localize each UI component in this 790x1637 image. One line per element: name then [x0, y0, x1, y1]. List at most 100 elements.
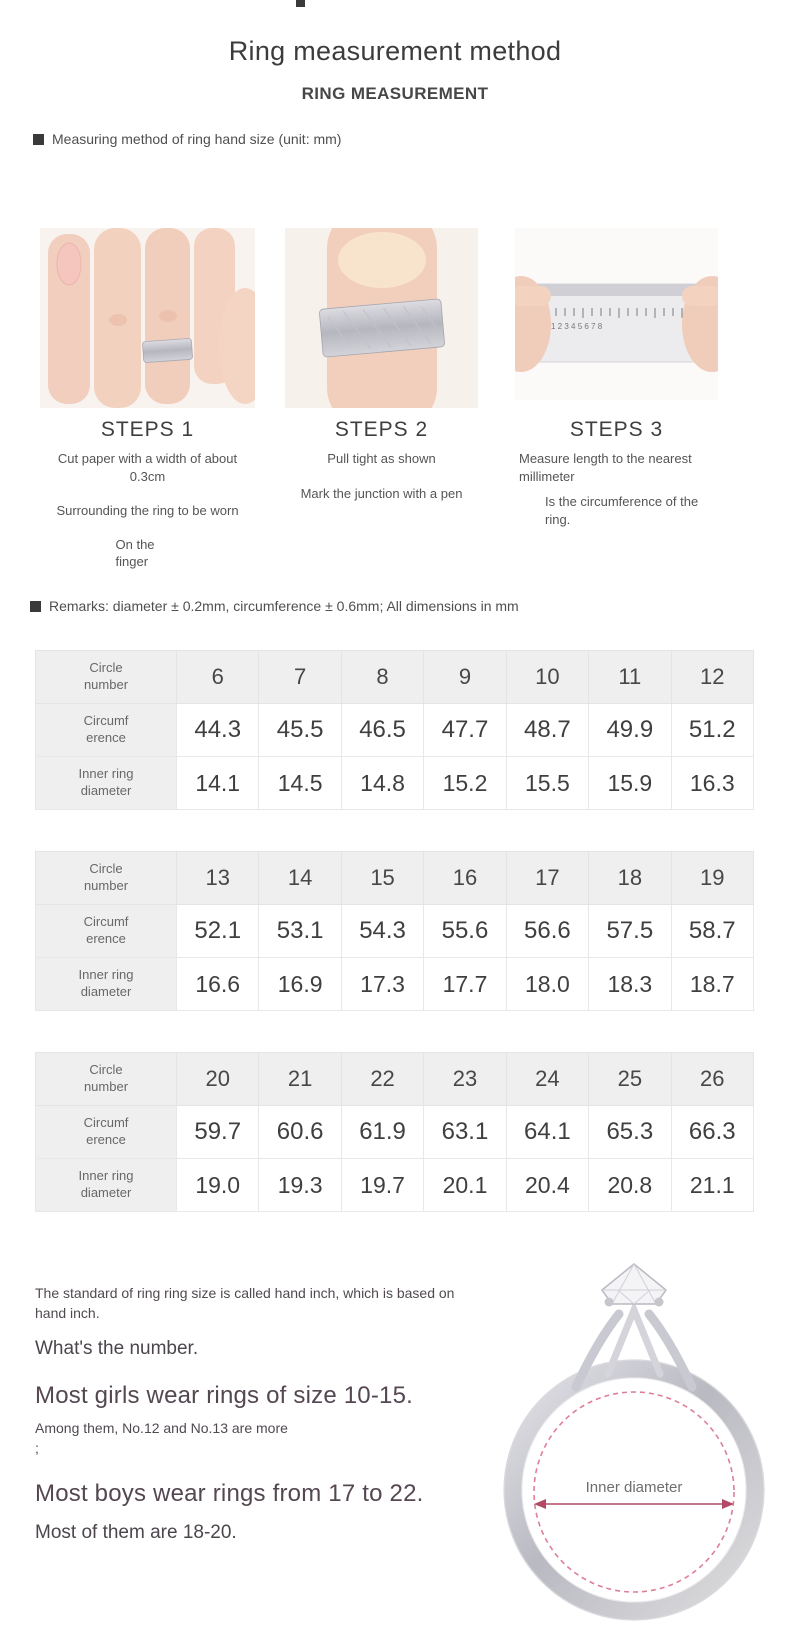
step2-line1: Pull tight as shown [327, 451, 436, 466]
ring-diagram: Inner diameter [478, 1252, 790, 1632]
value-cell: 47.7 [423, 703, 507, 757]
value-cell: 64.1 [505, 1105, 590, 1159]
table-row: Circle number 6 7 8 9 10 11 12 [35, 650, 755, 704]
row-header: Circle number [35, 851, 177, 905]
steps-captions-row: STEPS 1 Cut paper with a width of about … [40, 414, 718, 587]
row-header: Circle number [35, 1052, 177, 1106]
step1-line1: Cut paper with a width of about 0.3cm [57, 451, 238, 484]
size-notes: The standard of ring ring size is called… [35, 1283, 475, 1544]
value-cell: 18.0 [505, 957, 590, 1011]
note-whats-number: What's the number. [35, 1337, 199, 1359]
value-cell: 17 [505, 851, 590, 905]
value-cell: 7 [258, 650, 342, 704]
value-cell: 46.5 [340, 703, 425, 757]
step2-title: STEPS 2 [334, 418, 429, 441]
value-cell: 18.3 [588, 957, 672, 1011]
value-cell: 15.2 [423, 756, 507, 810]
value-cell: 21.1 [670, 1158, 755, 1212]
value-cell: 44.3 [175, 703, 260, 757]
value-cell: 19.7 [340, 1158, 425, 1212]
note-semicolon: ; [35, 1439, 39, 1456]
value-cell: 14.1 [175, 756, 260, 810]
value-cell: 16 [423, 851, 507, 905]
value-cell: 57.5 [588, 904, 672, 958]
table-row: Inner ring diameter 16.6 16.9 17.3 17.7 18.0 18… [35, 957, 755, 1011]
measuring-strip-illustration: 1 2 3 4 5 6 7 8 [515, 228, 718, 400]
square-bullet-icon [33, 133, 44, 145]
section-header-label: Measuring method of ring hand size (unit… [52, 131, 342, 147]
steps-photos-row: 1 2 3 4 5 6 7 8 [40, 228, 718, 408]
table-row: Circumf erence 52.1 53.1 54.3 55.6 56.6 57.5 58.… [35, 904, 755, 958]
note-boys-common: Most of them are 18-20. [35, 1522, 237, 1544]
row-header: Circumf erence [35, 904, 177, 958]
step1-caption: STEPS 1 Cut paper with a width of about … [40, 414, 255, 587]
value-cell: 14.5 [258, 756, 342, 810]
step3-line1: Measure length to the nearest millimeter [519, 451, 692, 484]
row-header: Circumf erence [35, 703, 177, 757]
value-cell: 26 [670, 1052, 755, 1106]
step1-photo [40, 228, 255, 408]
row-header: Inner ring diameter [35, 957, 177, 1011]
value-cell: 20.4 [505, 1158, 590, 1212]
value-cell: 51.2 [670, 703, 755, 757]
value-cell: 23 [423, 1052, 507, 1106]
value-cell: 14.8 [340, 756, 425, 810]
finger-with-paper-band-illustration [285, 228, 478, 408]
table-row: Circle number 13 14 15 16 17 18 19 [35, 851, 755, 905]
step2-caption: STEPS 2 Pull tight as shown Mark the jun… [285, 414, 478, 587]
svg-text:1 2 3 4 5 6 7 8: 1 2 3 4 5 6 7 8 [551, 322, 603, 331]
crop-artifact [296, 0, 305, 7]
hand-with-ring-illustration [40, 228, 255, 408]
ring-inner-diameter-illustration: Inner diameter [503, 1263, 765, 1621]
square-bullet-icon [30, 600, 41, 612]
inner-diameter-label: Inner diameter [586, 1479, 683, 1496]
row-header: Circumf erence [35, 1105, 177, 1159]
size-table-1: Circle number 6 7 8 9 10 11 12 Circumf erence 44.3 4… [35, 650, 755, 810]
step2-line2: Mark the junction with a pen [300, 485, 463, 501]
step3-line2: Is the circumference of the ring. [545, 494, 699, 527]
step2-photo [285, 228, 478, 408]
page-title: Ring measurement method [228, 36, 562, 67]
value-cell: 6 [175, 650, 260, 704]
value-cell: 66.3 [670, 1105, 755, 1159]
remarks: Remarks: diameter ± 0.2mm, circumference… [30, 598, 519, 614]
table-row: Inner ring diameter 19.0 19.3 19.7 20.1 20.4 20… [35, 1158, 755, 1212]
value-cell: 25 [588, 1052, 672, 1106]
value-cell: 17.7 [423, 957, 507, 1011]
step3-caption: STEPS 3 Measure length to the nearest mi… [515, 414, 718, 587]
value-cell: 22 [340, 1052, 425, 1106]
value-cell: 18 [588, 851, 672, 905]
value-cell: 8 [340, 650, 425, 704]
value-cell: 19 [670, 851, 755, 905]
table-row: Circle number 20 21 22 23 24 25 26 [35, 1052, 755, 1106]
value-cell: 15.5 [505, 756, 590, 810]
value-cell: 45.5 [258, 703, 342, 757]
step3-title: STEPS 3 [569, 418, 664, 441]
value-cell: 16.9 [258, 957, 342, 1011]
value-cell: 20 [175, 1052, 260, 1106]
row-header: Circle number [35, 650, 177, 704]
value-cell: 16.3 [670, 756, 755, 810]
value-cell: 12 [670, 650, 755, 704]
value-cell: 54.3 [340, 904, 425, 958]
section-header: Measuring method of ring hand size (unit… [33, 131, 341, 147]
value-cell: 9 [423, 650, 507, 704]
note-boys-sizes: Most boys wear rings from 17 to 22. [35, 1480, 424, 1508]
note-girls-common: Among them, No.12 and No.13 are more [35, 1419, 288, 1436]
value-cell: 10 [505, 650, 590, 704]
page-subtitle: RING MEASUREMENT [301, 84, 489, 104]
value-cell: 55.6 [423, 904, 507, 958]
value-cell: 16.6 [175, 957, 260, 1011]
table-row: Circumf erence 59.7 60.6 61.9 63.1 64.1 65.3 66.… [35, 1105, 755, 1159]
remarks-label: Remarks: diameter ± 0.2mm, circumference… [49, 598, 519, 614]
value-cell: 18.7 [670, 957, 755, 1011]
value-cell: 14 [258, 851, 342, 905]
value-cell: 48.7 [505, 703, 590, 757]
value-cell: 19.0 [175, 1158, 260, 1212]
value-cell: 20.8 [588, 1158, 672, 1212]
value-cell: 17.3 [340, 957, 425, 1011]
value-cell: 19.3 [258, 1158, 342, 1212]
value-cell: 56.6 [505, 904, 590, 958]
value-cell: 61.9 [340, 1105, 425, 1159]
value-cell: 21 [258, 1052, 342, 1106]
